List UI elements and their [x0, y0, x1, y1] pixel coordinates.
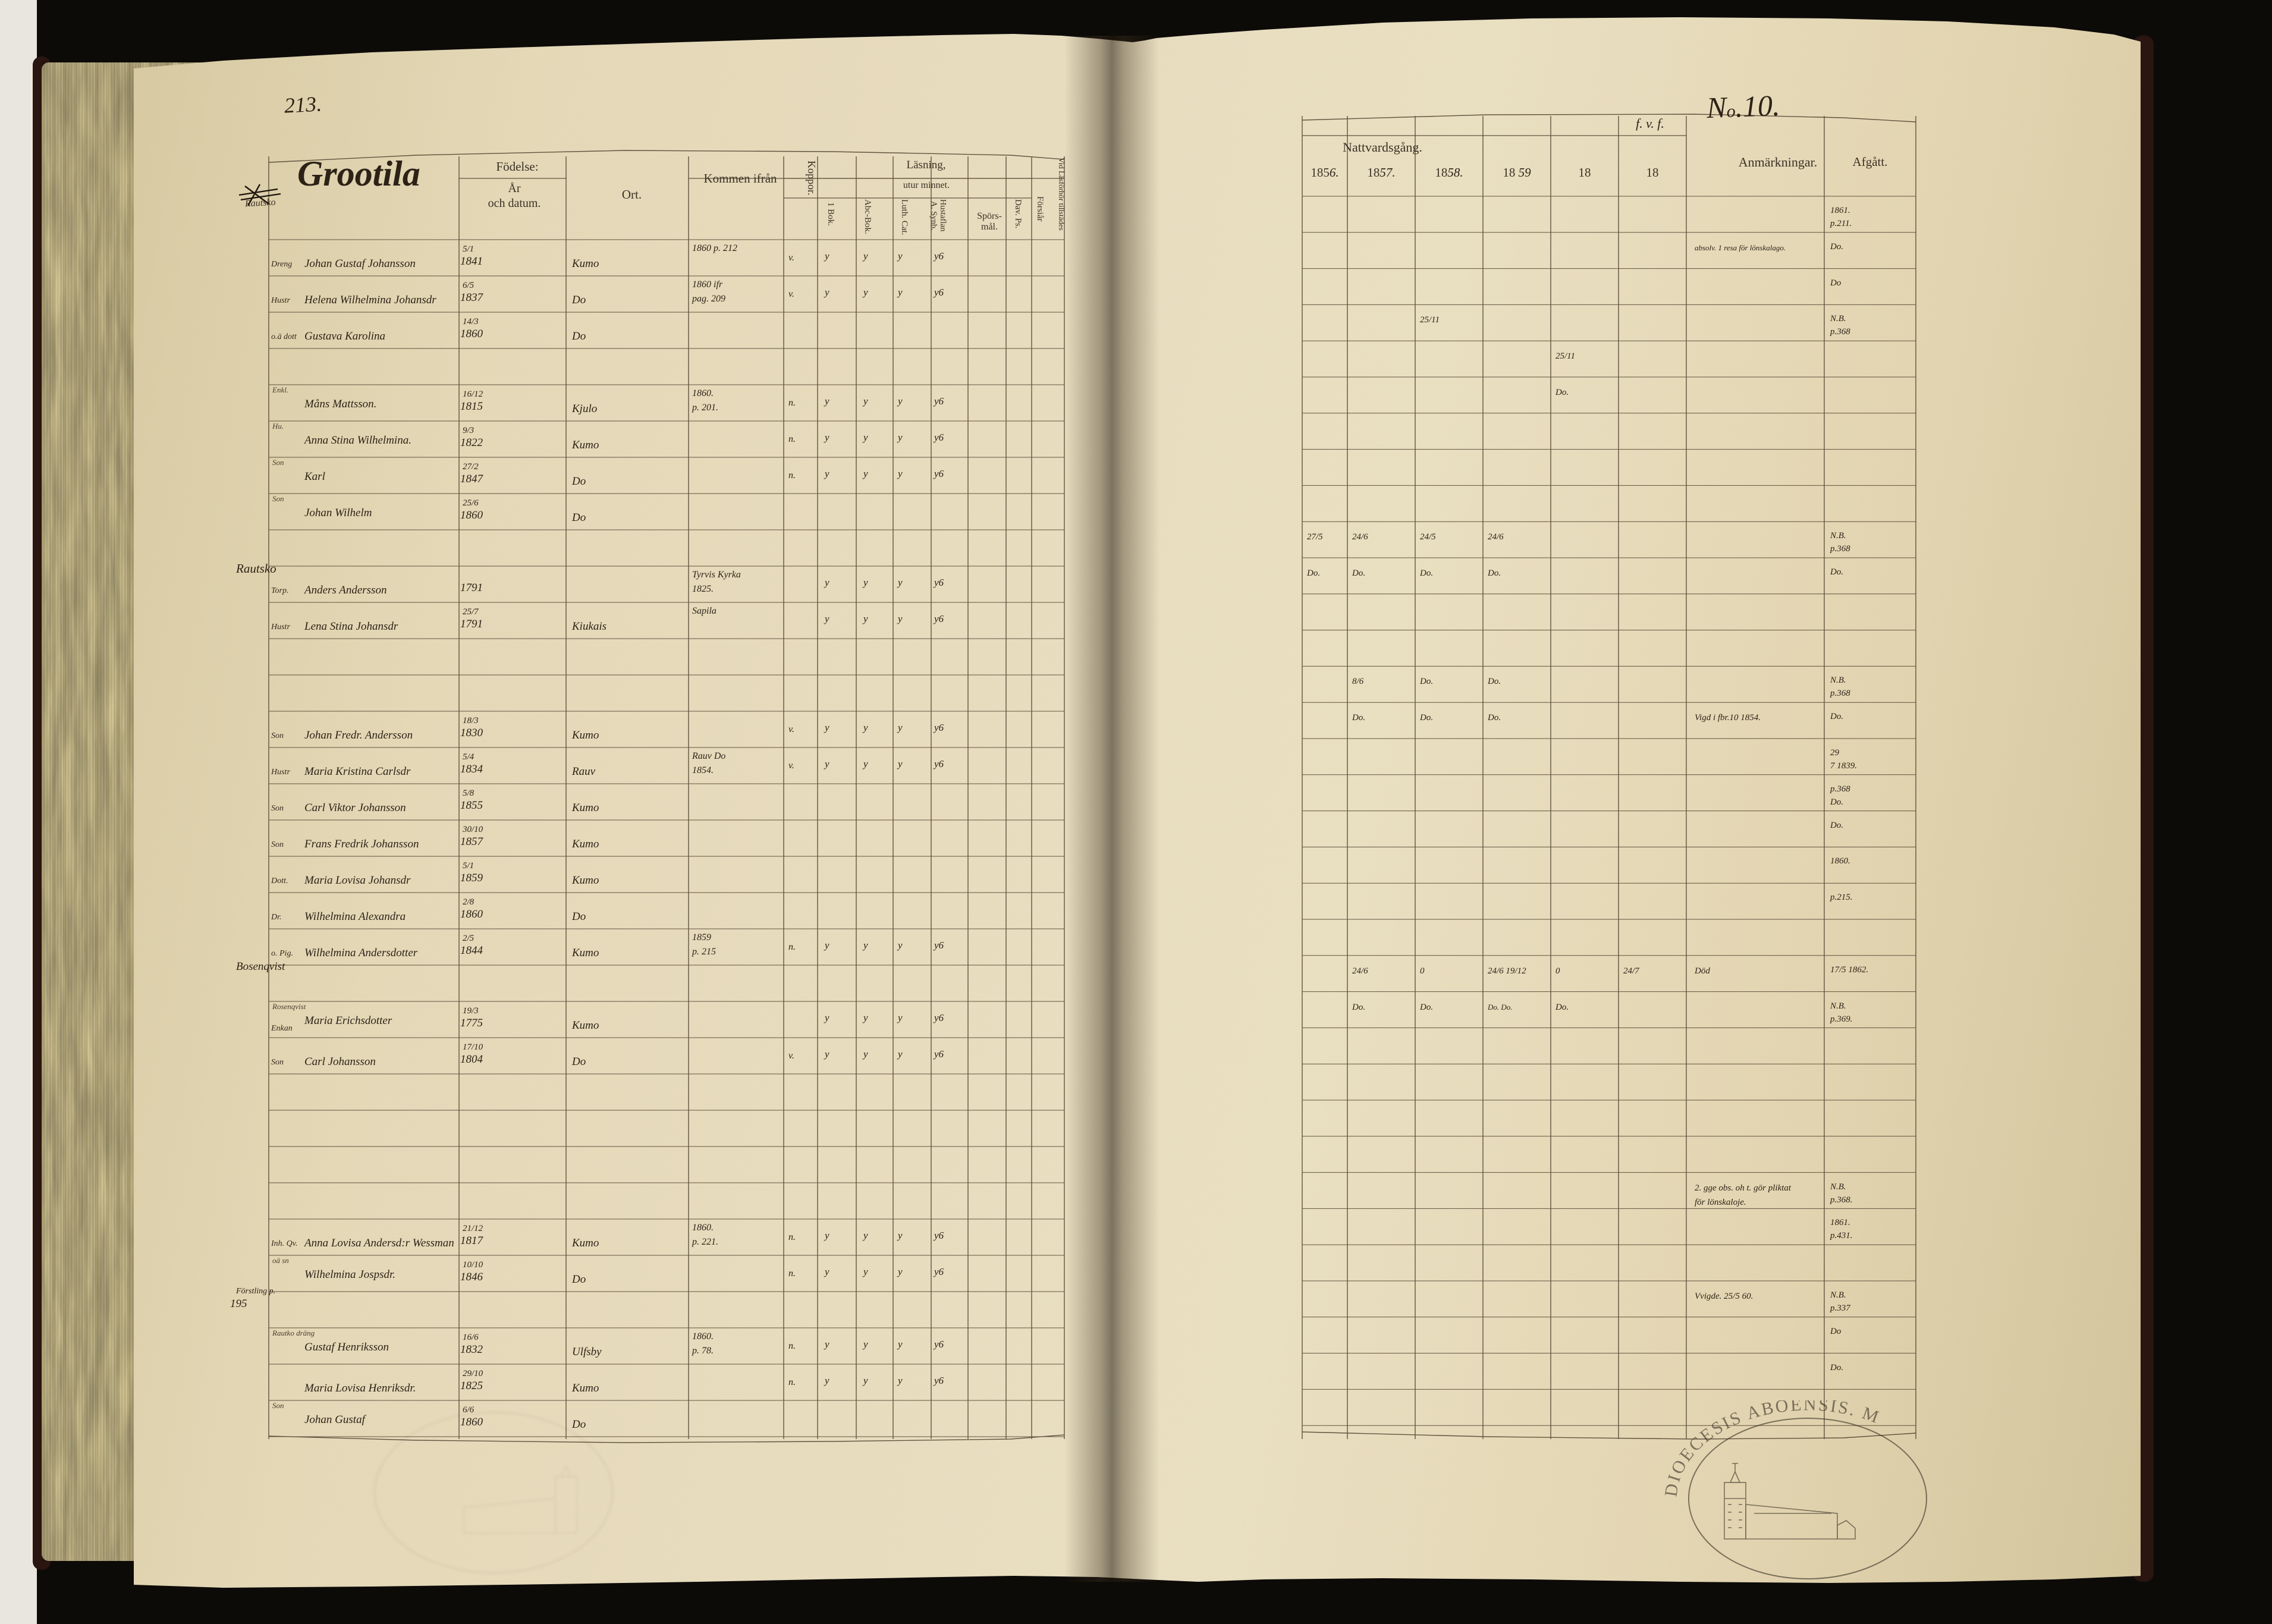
- svg-text:DIOECESIS ABOENSIS. M: DIOECESIS ABOENSIS. M: [1665, 1400, 1883, 1498]
